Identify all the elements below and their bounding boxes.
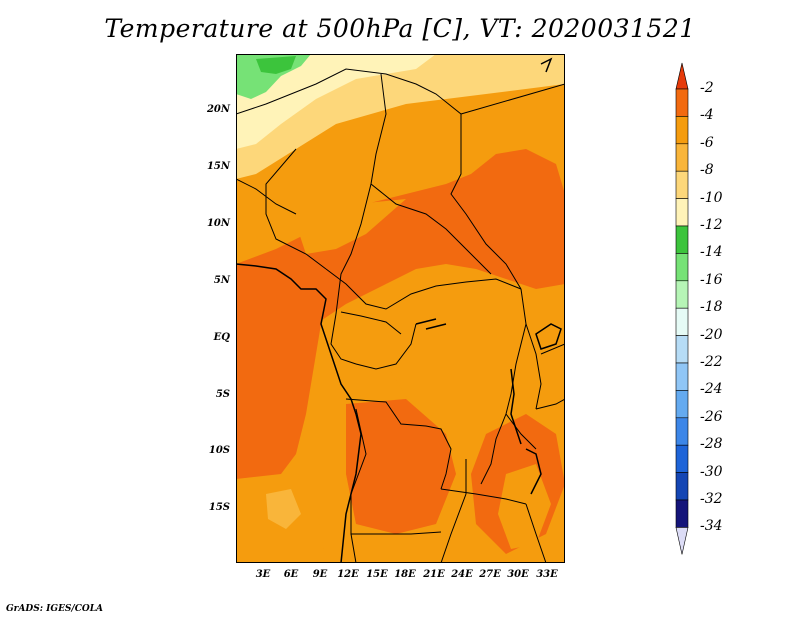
- coastlines-lakes: [236, 57, 562, 563]
- colorbar-tick-label: -34: [700, 518, 723, 535]
- colorbar-tick-label: -24: [700, 381, 723, 398]
- lon-label: 30E: [507, 569, 529, 580]
- lon-label: 3E: [255, 569, 271, 580]
- contour-orange-se: [498, 464, 551, 549]
- temperature-map: [236, 54, 565, 563]
- colorbar-tick-label: -8: [700, 162, 714, 179]
- colorbar-box: [675, 390, 689, 419]
- lat-label: 10S: [208, 445, 230, 456]
- colorbar-tick-label: -20: [700, 326, 723, 343]
- colorbar-tick-label: -26: [700, 408, 723, 425]
- colorbar-box: [675, 307, 689, 336]
- colorbar-box: [675, 170, 689, 199]
- contour-red-south: [346, 399, 456, 534]
- lat-label: 5N: [213, 275, 230, 286]
- contour-darkgreen-nw: [256, 56, 296, 74]
- colorbar-box: [675, 280, 689, 309]
- colorbar-tick-label: -4: [700, 107, 714, 124]
- colorbar-tick-label: -16: [700, 271, 723, 288]
- lon-label: 24E: [451, 569, 473, 580]
- country-borders: [236, 68, 565, 563]
- lon-label: 18E: [394, 569, 416, 580]
- contour-red-west: [236, 259, 326, 479]
- lon-label: 27E: [479, 569, 501, 580]
- colorbar-box: [675, 417, 689, 446]
- lon-label: 15E: [366, 569, 388, 580]
- colorbar-tick-label: -30: [700, 463, 723, 480]
- lon-label: 33E: [536, 569, 558, 580]
- colorbar-tick-label: -10: [700, 189, 723, 206]
- colorbar-box: [675, 198, 689, 227]
- lat-label: 10N: [206, 218, 230, 229]
- colorbar-box: [675, 88, 689, 117]
- colorbar-tick-label: -12: [700, 217, 723, 233]
- colorbar-box: [675, 253, 689, 282]
- colorbar-box: [675, 444, 689, 473]
- lat-label: 15N: [206, 161, 230, 172]
- colorbar-box: [675, 362, 689, 391]
- contour-paleyellow-nw: [236, 54, 436, 149]
- lon-label: 12E: [337, 569, 359, 580]
- lat-label: 15S: [208, 502, 230, 513]
- colorbar-box: [675, 143, 689, 172]
- lat-label: EQ: [213, 332, 230, 343]
- colorbar-top-arrow: [675, 62, 689, 90]
- lon-label: 6E: [283, 569, 299, 580]
- colorbar-bottom-arrow: [675, 527, 689, 555]
- colorbar-tick-label: -6: [700, 134, 714, 151]
- colorbar-box: [675, 472, 689, 501]
- colorbar-tick-label: -28: [700, 436, 723, 453]
- colorbar-box: [675, 225, 689, 254]
- map-frame: [236, 54, 565, 563]
- credit-label: GrADS: IGES/COLA: [6, 604, 104, 614]
- chart-title: Temperature at 500hPa [C], VT: 202003152…: [104, 14, 696, 43]
- colorbar-tick-label: -14: [700, 244, 723, 261]
- colorbar-box: [675, 499, 689, 528]
- lat-label: 20N: [206, 104, 230, 115]
- contour-lightorange-sw: [266, 489, 301, 529]
- lon-label: 9E: [312, 569, 328, 580]
- contour-red-center: [236, 149, 565, 414]
- colorbar: [675, 62, 689, 555]
- colorbar-tick-label: -18: [700, 299, 723, 316]
- colorbar-box: [675, 116, 689, 145]
- lon-label: 21E: [423, 569, 445, 580]
- colorbar-tick-label: -32: [700, 491, 723, 507]
- colorbar-box: [675, 335, 689, 364]
- lat-label: 5S: [215, 389, 230, 400]
- contour-orange-congo: [376, 269, 536, 424]
- colorbar-tick-label: -2: [700, 80, 714, 96]
- contour-orange-band: [296, 199, 406, 254]
- colorbar-tick-label: -22: [700, 354, 723, 370]
